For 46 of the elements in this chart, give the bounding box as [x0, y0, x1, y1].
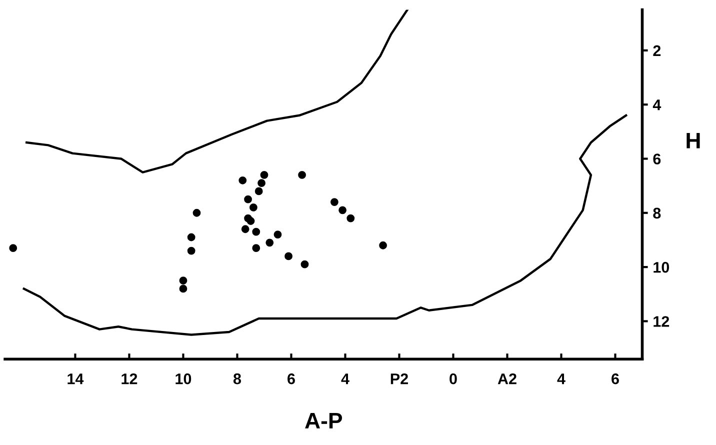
point — [252, 228, 260, 236]
x-tick-label: 6 — [288, 373, 295, 384]
point — [274, 230, 282, 238]
x-tick-label: A2 — [498, 373, 516, 384]
x-tick-label: 8 — [233, 373, 242, 384]
point — [338, 206, 346, 214]
y-tick-label: 6 — [653, 154, 661, 164]
point — [187, 246, 196, 255]
x-tick-label: 10 — [176, 373, 192, 384]
point — [252, 244, 260, 252]
y-tick-label: 2 — [653, 45, 661, 56]
point — [330, 198, 338, 206]
point — [254, 187, 263, 196]
point — [238, 176, 247, 184]
point — [284, 252, 292, 260]
point — [249, 204, 258, 212]
point — [300, 260, 309, 268]
point — [258, 179, 266, 188]
y-tick-label: 4 — [652, 100, 662, 110]
point — [346, 214, 355, 222]
x-axis-title: A-P — [305, 413, 342, 428]
point — [179, 276, 188, 285]
x-tick-label: 4 — [341, 374, 350, 384]
point — [379, 241, 387, 250]
x-tick-label: 4 — [557, 374, 566, 384]
point — [246, 217, 255, 225]
point — [266, 238, 274, 247]
x-tick-label: 0 — [450, 373, 457, 384]
x-tick-label: P2 — [390, 373, 408, 384]
point — [244, 195, 252, 204]
x-tick-label: 6 — [612, 373, 619, 384]
y-axis-title: H — [686, 132, 700, 148]
point — [298, 171, 306, 179]
x-tick-label: 14 — [68, 374, 84, 384]
point — [187, 233, 196, 242]
point — [179, 284, 188, 293]
point — [192, 208, 201, 217]
y-tick-label: 12 — [654, 316, 670, 327]
point — [9, 244, 18, 252]
line-series — [26, 10, 408, 174]
point — [260, 171, 268, 179]
point — [241, 225, 250, 234]
line-series — [22, 114, 628, 336]
x-tick-label: 12 — [122, 373, 138, 384]
y-tick-label: 10 — [654, 262, 670, 273]
y-tick-label: 8 — [653, 208, 661, 219]
